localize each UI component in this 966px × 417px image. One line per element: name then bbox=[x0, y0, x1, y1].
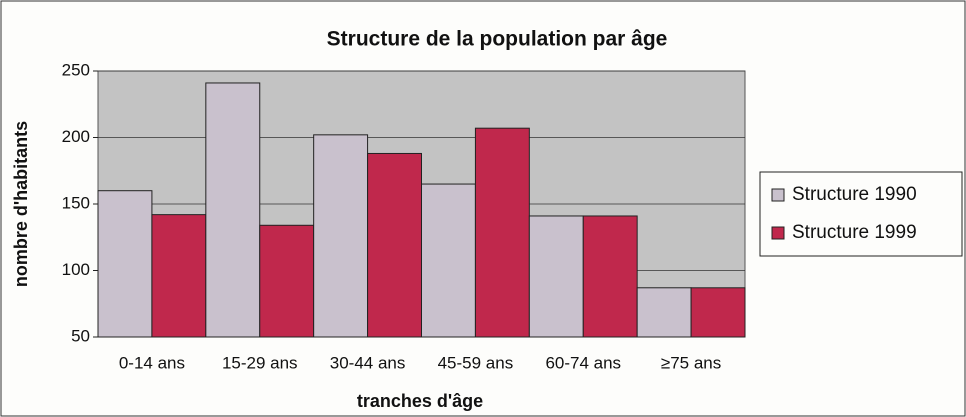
x-tick-label: 45-59 ans bbox=[438, 353, 514, 372]
bar bbox=[474, 127, 530, 338]
y-tick-label: 250 bbox=[62, 60, 90, 79]
bar bbox=[97, 190, 153, 338]
x-tick-label: 30-44 ans bbox=[330, 353, 406, 372]
legend-box bbox=[759, 171, 963, 257]
bar bbox=[259, 224, 315, 338]
y-axis-label: nombre d'habitants bbox=[11, 121, 31, 287]
y-tick-label: 50 bbox=[71, 326, 90, 345]
x-tick-label: ≥75 ans bbox=[661, 353, 721, 372]
x-tick-label: 60-74 ans bbox=[545, 353, 621, 372]
y-tick-label: 150 bbox=[62, 193, 90, 212]
bar bbox=[636, 287, 692, 338]
bar bbox=[421, 183, 476, 338]
bar bbox=[367, 152, 423, 338]
bar bbox=[690, 287, 746, 338]
legend-label: Structure 1990 bbox=[792, 184, 917, 205]
bar bbox=[205, 82, 261, 338]
bar bbox=[313, 134, 369, 338]
x-tick-label: 0-14 ans bbox=[119, 353, 185, 372]
x-tick-label: 15-29 ans bbox=[222, 353, 298, 372]
x-axis-label: tranches d'âge bbox=[357, 391, 483, 411]
bar bbox=[151, 214, 207, 338]
legend-label: Structure 1999 bbox=[792, 222, 917, 243]
legend-swatch bbox=[771, 188, 785, 202]
y-tick-label: 100 bbox=[62, 260, 90, 279]
chart-title: Structure de la population par âge bbox=[327, 28, 668, 51]
bar bbox=[528, 215, 584, 338]
legend-swatch bbox=[771, 226, 785, 240]
y-tick-label: 200 bbox=[62, 127, 90, 146]
bar bbox=[582, 215, 638, 338]
